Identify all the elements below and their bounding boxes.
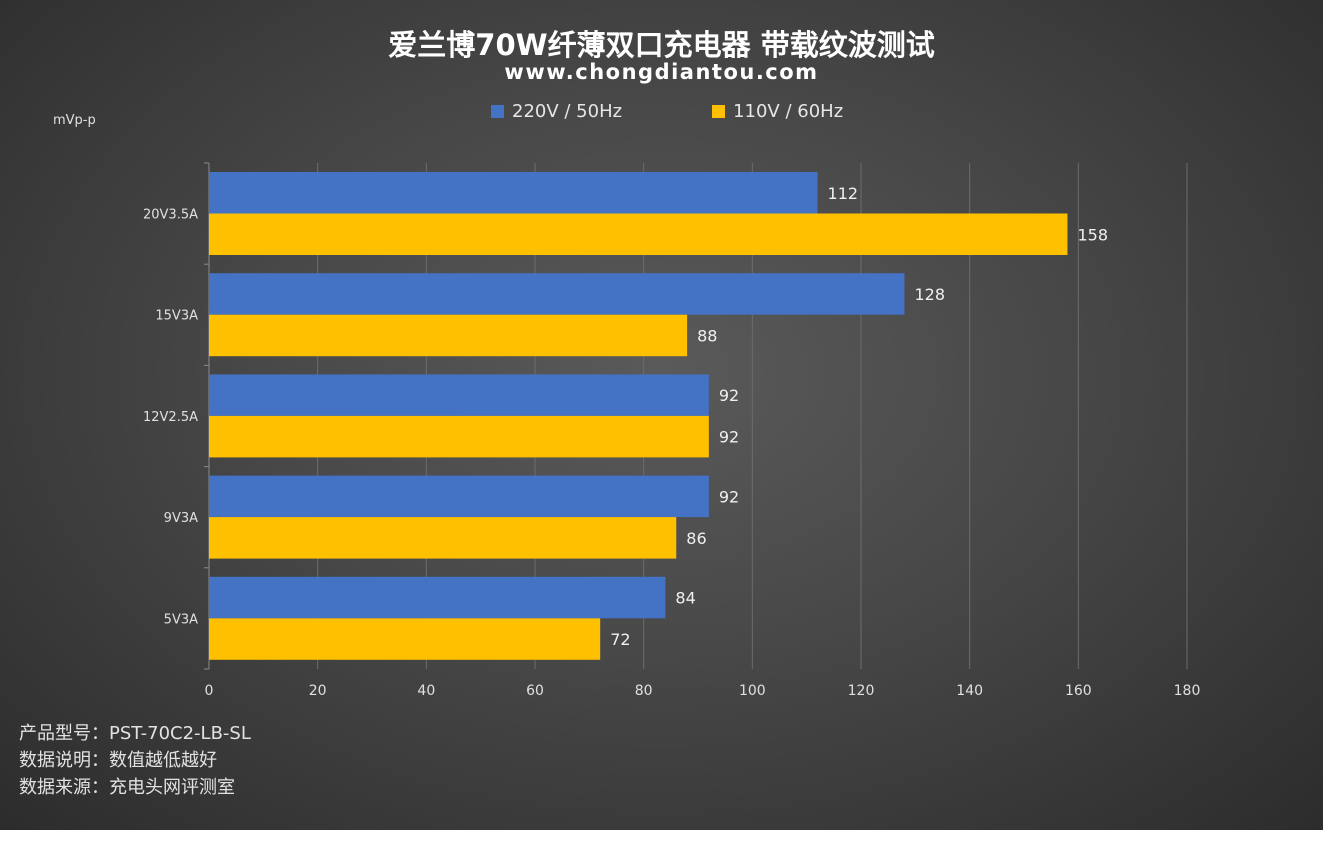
category-label: 15V3A bbox=[155, 309, 198, 324]
legend-swatch-series-1 bbox=[491, 105, 504, 118]
x-tick-label: 0 bbox=[205, 683, 214, 699]
chart-subtitle: www.chongdiantou.com bbox=[504, 60, 819, 84]
x-tick-label: 100 bbox=[739, 683, 766, 699]
note-data-description: 数据说明：数值越低越好 bbox=[19, 750, 217, 771]
data-label: 158 bbox=[1077, 225, 1108, 244]
category-label: 5V3A bbox=[164, 612, 198, 627]
bar-chart: 0 20 40 60 80 100 120 140 160 180 20V3.5A 112 158 15V… bbox=[143, 162, 1201, 699]
data-label: 72 bbox=[610, 630, 630, 649]
bar-series-1 bbox=[209, 475, 709, 518]
legend-label-series-2: 110V / 60Hz bbox=[733, 101, 844, 122]
data-label: 92 bbox=[719, 386, 739, 405]
legend-label-series-1: 220V / 50Hz bbox=[512, 101, 623, 122]
bar-series-2 bbox=[209, 314, 688, 357]
data-label: 86 bbox=[686, 529, 706, 548]
x-tick-label: 160 bbox=[1065, 683, 1092, 699]
x-tick-label: 140 bbox=[956, 683, 983, 699]
chart-legend: 220V / 50Hz 110V / 60Hz bbox=[491, 101, 933, 122]
data-label: 88 bbox=[697, 326, 717, 345]
data-label: 128 bbox=[914, 285, 945, 304]
unit-label: mVp-p bbox=[53, 113, 96, 128]
bar-series-2 bbox=[209, 517, 677, 559]
legend-item-series-2: 110V / 60Hz bbox=[712, 101, 843, 122]
data-label: 92 bbox=[719, 428, 739, 447]
x-tick-label: 80 bbox=[635, 683, 653, 699]
data-label: 84 bbox=[675, 589, 695, 608]
chart-notes: 产品型号：PST-70C2-LB-SL 数据说明：数值越低越好 数据来源：充电头… bbox=[19, 720, 251, 801]
bar-series-1 bbox=[209, 374, 709, 416]
x-tick-label: 40 bbox=[417, 683, 435, 699]
x-tick-label: 120 bbox=[848, 683, 875, 699]
bar-series-1 bbox=[209, 273, 905, 315]
bar-series-2 bbox=[209, 415, 709, 458]
chart-title: 爱兰博70W纤薄双口充电器 带载纹波测试 bbox=[388, 28, 935, 62]
note-data-source: 数据来源：充电头网评测室 bbox=[19, 777, 235, 798]
category-label: 9V3A bbox=[164, 511, 198, 526]
data-label: 92 bbox=[719, 487, 739, 506]
x-tick-label: 60 bbox=[526, 683, 544, 699]
data-label: 112 bbox=[828, 184, 859, 203]
category-label: 20V3.5A bbox=[143, 208, 198, 223]
x-tick-label: 20 bbox=[309, 683, 327, 699]
bar-series-1 bbox=[209, 576, 666, 619]
bar-series-2 bbox=[209, 213, 1068, 255]
legend-item-series-1: 220V / 50Hz bbox=[491, 101, 622, 122]
note-product-model: 产品型号：PST-70C2-LB-SL bbox=[19, 723, 251, 744]
bar-series-1 bbox=[209, 172, 818, 214]
legend-swatch-series-2 bbox=[712, 105, 726, 118]
category-label: 12V2.5A bbox=[143, 410, 198, 425]
bar-series-2 bbox=[209, 618, 601, 660]
x-tick-label: 180 bbox=[1174, 683, 1201, 699]
